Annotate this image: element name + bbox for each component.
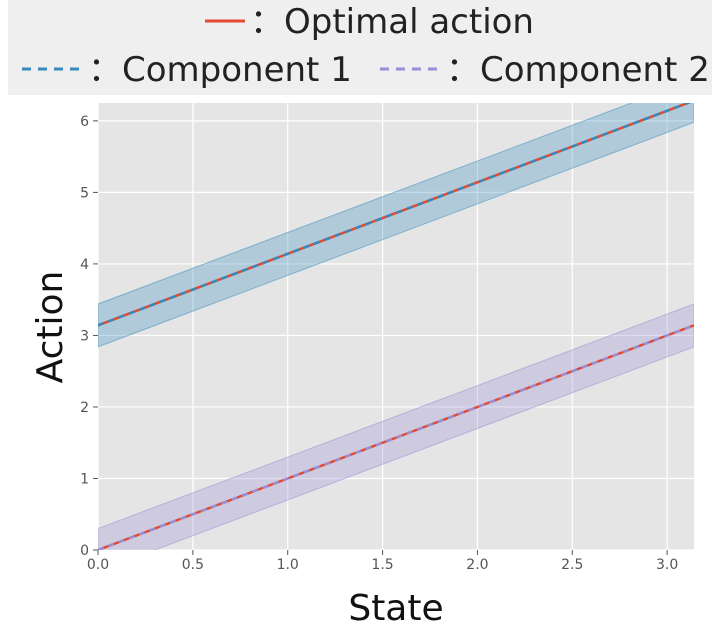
x-axis-label: State (348, 588, 443, 629)
legend-box (8, 0, 712, 95)
y-tick-label: 4 (80, 257, 89, 273)
x-tick-label: 1.5 (371, 557, 393, 573)
component-2-line (98, 324, 694, 550)
y-tick-label: 3 (80, 328, 89, 344)
x-tick-label: 2.0 (466, 557, 488, 573)
legend-component2-label: ：Component 2 (446, 50, 710, 90)
y-tick-label: 1 (80, 471, 89, 487)
x-axis-ticks: 0.0 0.5 1.0 1.5 2.0 2.5 3.0 (87, 550, 678, 573)
y-tick-label: 0 (80, 543, 89, 559)
x-tick-label: 0.5 (182, 557, 204, 573)
confidence-bands (98, 103, 694, 550)
component-1-line (98, 103, 692, 327)
component-2-band (98, 303, 694, 550)
x-tick-label: 0.0 (87, 557, 109, 573)
y-tick-label: 5 (80, 185, 89, 201)
y-axis-ticks: 0 1 2 3 4 5 6 (80, 114, 98, 559)
x-tick-label: 2.5 (561, 557, 583, 573)
y-axis-label: Action (30, 271, 71, 384)
component-1-band (98, 103, 694, 348)
y-tick-label: 2 (80, 400, 89, 416)
x-tick-label: 1.0 (277, 557, 299, 573)
plot-area (98, 103, 694, 550)
x-tick-label: 3.0 (656, 557, 678, 573)
legend-optimal-label: ：Optimal action (250, 2, 534, 42)
legend-component1-label: ：Component 1 (88, 50, 352, 90)
series-lines (98, 103, 694, 550)
y-tick-label: 6 (80, 114, 89, 130)
